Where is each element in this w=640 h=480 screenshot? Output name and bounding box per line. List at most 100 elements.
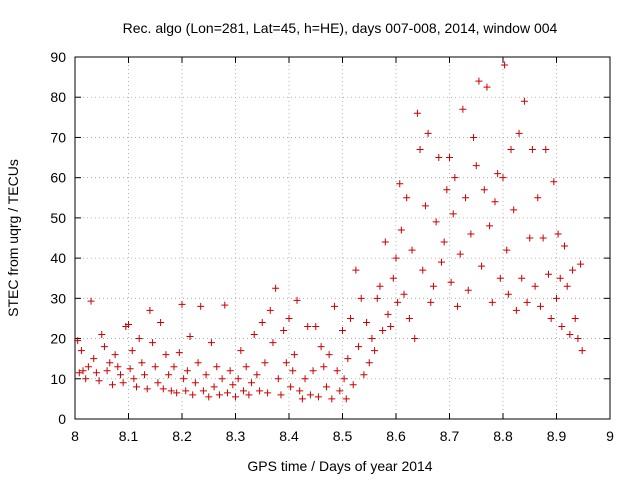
data-point [328, 395, 336, 403]
data-point [261, 359, 269, 367]
data-point [336, 387, 344, 395]
data-point [103, 367, 111, 375]
data-point [563, 282, 571, 290]
data-point [234, 375, 242, 383]
x-tick-label: 8.7 [440, 428, 460, 444]
data-point [381, 238, 389, 246]
data-point [248, 379, 256, 387]
data-point [339, 327, 346, 335]
data-point [135, 335, 143, 343]
data-point [82, 375, 90, 383]
data-point [355, 343, 363, 351]
data-point [510, 206, 518, 214]
data-point [256, 387, 264, 395]
data-point [486, 222, 494, 230]
data-point [536, 302, 544, 310]
y-tick-label: 50 [50, 210, 66, 226]
data-point [149, 339, 157, 347]
data-point [130, 375, 138, 383]
data-point [221, 301, 229, 309]
data-point [74, 337, 82, 345]
data-point [419, 266, 427, 274]
data-point [197, 302, 205, 310]
data-point [213, 363, 221, 371]
data-point [266, 306, 274, 314]
data-point [403, 194, 411, 202]
data-point [237, 347, 245, 355]
data-point [447, 278, 455, 286]
data-point [528, 146, 536, 154]
data-point [180, 375, 188, 383]
data-point [550, 178, 558, 186]
data-point [314, 393, 322, 401]
y-tick-label: 0 [58, 411, 66, 427]
data-point [396, 180, 404, 188]
data-point [191, 379, 199, 387]
data-point [352, 266, 360, 274]
y-tick-label: 40 [50, 250, 66, 266]
y-tick-label: 20 [50, 331, 66, 347]
data-point [245, 391, 253, 399]
x-tick-label: 8 [71, 428, 79, 444]
data-point [320, 363, 328, 371]
data-point [363, 318, 371, 326]
x-tick-labels: 8 8.1 8.2 8.3 8.4 8.5 8.6 8.7 8.8 8.9 9 [71, 428, 614, 444]
data-point [424, 129, 432, 137]
data-point [504, 290, 512, 298]
x-tick-label: 8.8 [493, 428, 513, 444]
x-tick-label: 8.9 [547, 428, 567, 444]
data-point [523, 298, 531, 306]
data-point [304, 322, 312, 330]
data-point [290, 351, 298, 359]
data-point [258, 318, 266, 326]
data-point [539, 234, 547, 242]
data-point [229, 381, 237, 389]
data-point [454, 302, 462, 310]
data-point [440, 238, 448, 246]
data-point [309, 367, 317, 375]
data-point [483, 83, 491, 91]
y-tick-label: 60 [50, 170, 66, 186]
data-point [427, 298, 435, 306]
data-point [421, 202, 429, 210]
data-point [114, 363, 122, 371]
data-point [344, 355, 352, 363]
data-point [242, 363, 250, 371]
y-tick-label: 80 [50, 89, 66, 105]
data-point [272, 284, 280, 292]
data-point [518, 274, 526, 282]
data-point [269, 339, 277, 347]
data-point [210, 383, 218, 391]
data-point [95, 377, 103, 385]
data-point [98, 331, 106, 339]
data-point [520, 97, 528, 105]
data-point [183, 367, 191, 375]
data-point [79, 367, 87, 375]
data-point [503, 246, 511, 254]
data-point [578, 347, 586, 355]
data-point [494, 170, 502, 178]
data-point [526, 234, 534, 242]
data-point [126, 365, 134, 373]
data-point [542, 146, 550, 154]
data-point [373, 294, 381, 302]
data-point [199, 387, 207, 395]
data-point [394, 298, 402, 306]
y-tick-label: 10 [50, 371, 66, 387]
data-point [480, 186, 488, 194]
data-point [531, 282, 539, 290]
data-point [342, 395, 350, 403]
data-point [437, 258, 445, 266]
data-point [432, 218, 440, 226]
y-tick-labels: 0 10 20 30 40 50 60 70 80 90 [50, 49, 66, 427]
data-point [507, 146, 515, 154]
data-point [138, 359, 146, 367]
data-point [411, 335, 419, 343]
data-point [556, 274, 564, 282]
data-point [264, 389, 272, 397]
data-point [223, 389, 231, 397]
y-axis-label: STEC from uqrg / TECUs [5, 159, 21, 317]
x-tick-label: 8.4 [279, 428, 299, 444]
y-tick-label: 90 [50, 49, 66, 65]
data-point [449, 210, 457, 218]
